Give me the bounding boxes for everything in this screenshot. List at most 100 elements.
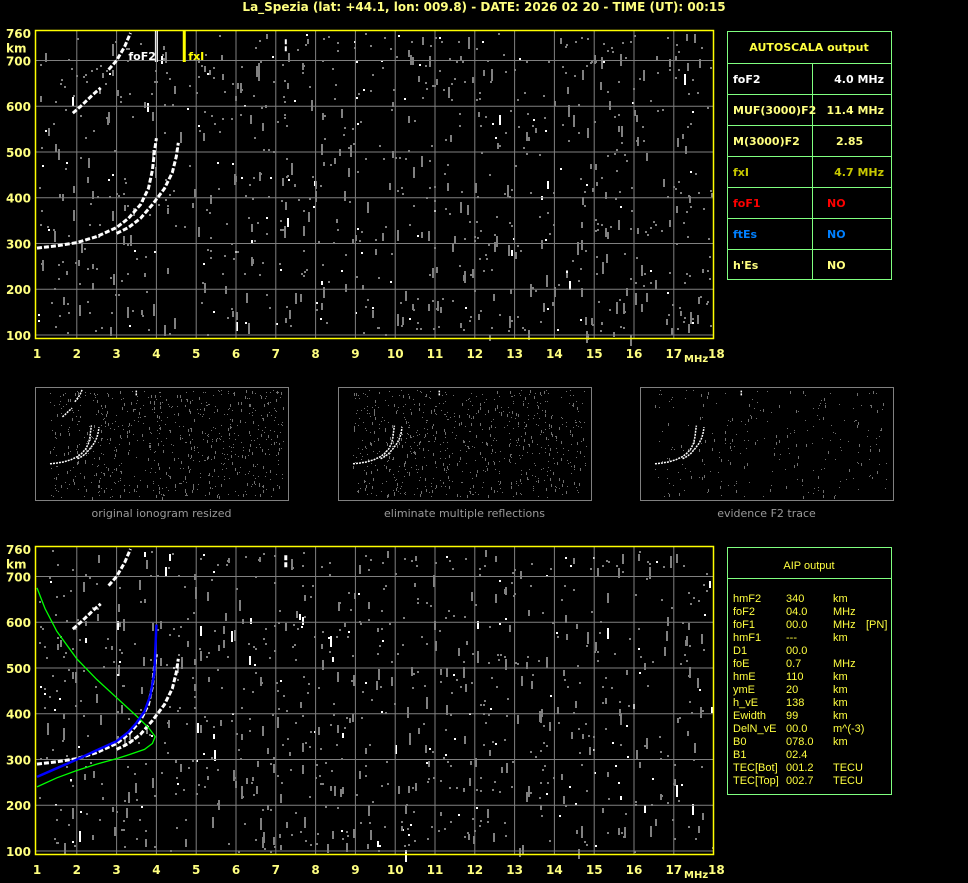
noise-pixel <box>101 430 102 433</box>
noise-pixel <box>587 38 589 40</box>
autoscala-value: NO <box>827 197 846 210</box>
noise-pixel <box>103 454 104 455</box>
noise-pixel <box>674 838 676 840</box>
noise-pixel <box>119 444 120 445</box>
noise-pixel <box>265 476 266 477</box>
noise-pixel <box>732 418 733 421</box>
noise-pixel <box>823 495 824 498</box>
noise-pixel <box>78 392 79 395</box>
noise-pixel <box>205 460 206 461</box>
noise-pixel <box>144 599 146 603</box>
noise-pixel <box>208 404 209 405</box>
noise-pixel <box>434 409 435 412</box>
noise-pixel <box>55 614 57 616</box>
noise-pixel <box>80 397 81 398</box>
noise-pixel <box>385 712 387 714</box>
aip-unit: km <box>833 632 848 644</box>
noise-pixel <box>602 686 604 688</box>
noise-pixel <box>91 436 92 437</box>
noise-pixel <box>60 809 62 811</box>
noise-pixel <box>436 406 437 407</box>
noise-pixel <box>198 227 200 237</box>
noise-pixel <box>345 284 347 292</box>
noise-pixel <box>229 408 230 409</box>
noise-pixel <box>472 478 473 479</box>
noise-pixel <box>615 198 617 200</box>
noise-pixel <box>683 565 685 567</box>
noise-pixel <box>477 196 479 198</box>
noise-pixel <box>231 455 232 458</box>
noise-pixel <box>566 634 568 640</box>
noise-pixel <box>771 485 772 486</box>
noise-pixel <box>78 461 79 464</box>
noise-pixel <box>211 757 213 759</box>
noise-pixel <box>748 440 749 441</box>
aip-unit: km <box>833 736 848 748</box>
noise-pixel <box>168 475 169 476</box>
noise-pixel <box>394 477 395 478</box>
noise-pixel <box>106 70 108 72</box>
x-tick-label: 2 <box>73 347 81 361</box>
noise-pixel <box>248 217 250 219</box>
noise-pixel <box>282 422 283 423</box>
noise-pixel <box>476 789 478 791</box>
noise-pixel <box>411 667 413 676</box>
noise-pixel <box>436 267 438 273</box>
noise-pixel <box>453 674 455 676</box>
noise-pixel <box>379 145 381 147</box>
noise-pixel <box>469 448 470 449</box>
noise-pixel <box>668 423 669 426</box>
noise-pixel <box>263 638 265 640</box>
noise-pixel <box>425 65 427 67</box>
noise-pixel <box>870 405 871 406</box>
noise-pixel <box>375 400 376 403</box>
noise-pixel <box>515 418 516 419</box>
noise-pixel <box>365 488 366 491</box>
noise-pixel <box>440 812 442 816</box>
noise-pixel <box>388 405 389 406</box>
noise-pixel <box>551 432 552 435</box>
noise-pixel <box>657 72 659 74</box>
noise-pixel <box>177 783 179 785</box>
noise-pixel <box>511 250 513 256</box>
noise-pixel <box>127 273 129 275</box>
noise-pixel <box>85 137 87 139</box>
noise-pixel <box>302 585 304 587</box>
noise-pixel <box>446 556 448 558</box>
noise-pixel <box>109 443 110 444</box>
noise-pixel <box>215 486 216 487</box>
noise-pixel <box>79 305 81 316</box>
noise-pixel <box>255 484 256 485</box>
noise-pixel <box>805 420 806 421</box>
noise-pixel <box>358 483 359 484</box>
noise-pixel <box>190 402 191 403</box>
noise-pixel <box>367 299 369 301</box>
noise-pixel <box>312 176 314 178</box>
noise-pixel <box>47 226 49 228</box>
noise-pixel <box>123 820 125 822</box>
noise-pixel <box>136 491 137 492</box>
noise-pixel <box>500 654 502 656</box>
noise-pixel <box>277 436 278 437</box>
noise-pixel <box>708 238 710 240</box>
noise-pixel <box>330 164 332 166</box>
noise-pixel <box>440 480 441 481</box>
noise-pixel <box>371 493 372 494</box>
noise-pixel <box>162 488 163 489</box>
noise-pixel <box>200 558 202 560</box>
noise-pixel <box>530 192 532 194</box>
noise-pixel <box>53 229 55 231</box>
noise-pixel <box>566 270 568 278</box>
noise-pixel <box>373 451 374 452</box>
noise-pixel <box>173 628 175 630</box>
noise-pixel <box>185 477 186 480</box>
noise-pixel <box>687 63 689 71</box>
noise-pixel <box>698 826 700 833</box>
noise-pixel <box>471 423 472 426</box>
ionogram-plot-bottom: 1 2 3 4 5 6 7 8 9 10 11 12 13 14 15 16 17 18MHz1002003004… <box>6 543 725 881</box>
noise-pixel <box>133 434 134 435</box>
noise-pixel <box>230 419 231 420</box>
noise-pixel <box>278 622 280 624</box>
noise-pixel <box>175 793 177 795</box>
noise-pixel <box>538 406 539 409</box>
